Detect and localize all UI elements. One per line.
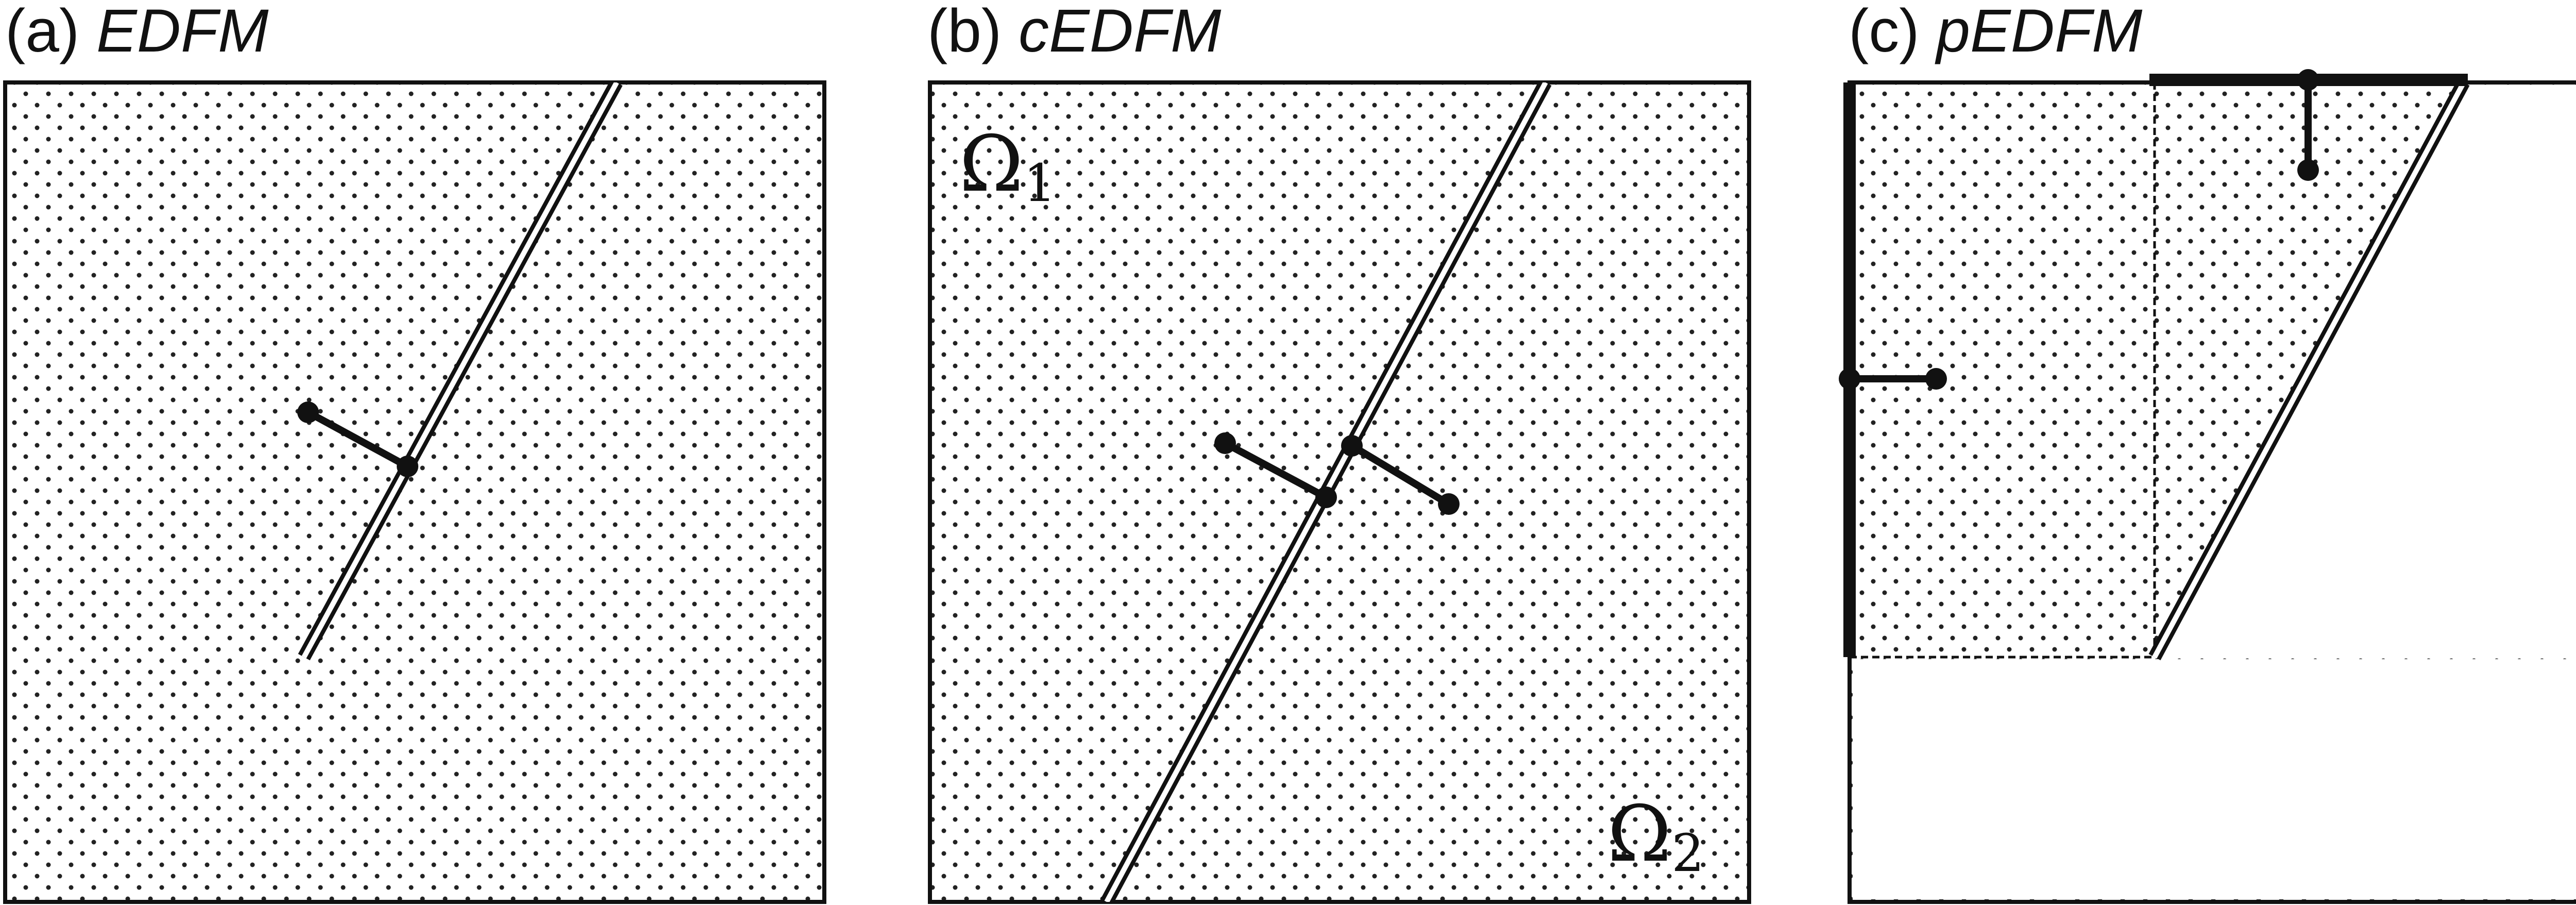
panel-c-matrix-node-top <box>2297 159 2319 181</box>
panel-a-tag: (a) <box>5 0 80 65</box>
panel-a-matrix-node <box>297 401 319 423</box>
panel-c-projection-node-top <box>2297 69 2319 91</box>
panel-b-matrix-node-1 <box>1214 432 1236 454</box>
panel-b-connection-right <box>1350 443 1451 507</box>
panel-b-domain: Ω1 Ω2 <box>928 80 1751 904</box>
panel-c-matrix-node-left <box>1925 368 1947 390</box>
panel-c-domain <box>1839 69 2576 904</box>
panel-a-border <box>3 80 826 904</box>
panel-c-fracture <box>2148 82 2470 661</box>
panel-b-name: cEDFM <box>1019 0 1222 65</box>
panel-c-title: (c) pEDFM <box>1849 0 2142 67</box>
panel-a-name: EDFM <box>96 0 269 65</box>
panel-c-projection-node-left <box>1839 368 1860 390</box>
panel-b-fracture-node-1 <box>1315 487 1337 508</box>
panel-c-tag: (c) <box>1849 0 1920 65</box>
panel-b-connection-left <box>1223 440 1328 501</box>
panel-a-title: (a) EDFM <box>5 0 268 67</box>
panel-c-blank-lower <box>1853 659 2576 899</box>
omega2-label: Ω2 <box>1607 790 1704 883</box>
panel-a-fracture-node <box>397 456 418 477</box>
panel-c-name: pEDFM <box>1936 0 2143 65</box>
panel-b-fracture-node-2 <box>1341 435 1363 457</box>
panel-b-tag: (b) <box>927 0 1002 65</box>
omega1-label: Ω1 <box>959 120 1056 213</box>
panel-b-border <box>928 80 1751 904</box>
panel-a-fracture <box>298 82 623 661</box>
panel-b-title: (b) cEDFM <box>927 0 1221 67</box>
panel-c-dotted-cell-left <box>1850 82 2155 657</box>
panel-c-blank-right <box>2159 86 2576 655</box>
panel-b-dotted-matrix <box>930 82 1749 902</box>
panel-a-connection <box>306 409 410 470</box>
panel-b-matrix-node-2 <box>1438 493 1460 515</box>
panel-a-domain <box>3 80 826 904</box>
panel-a-dotted-matrix <box>5 82 824 902</box>
